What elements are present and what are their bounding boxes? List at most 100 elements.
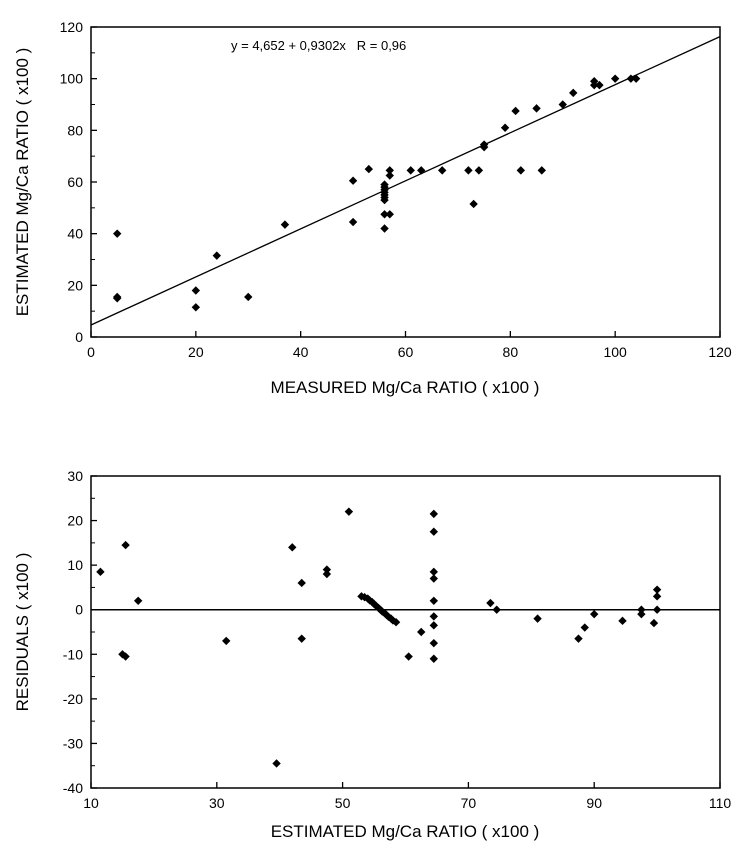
data-point bbox=[532, 104, 541, 113]
y-tick-label: 20 bbox=[67, 513, 83, 529]
data-point bbox=[348, 176, 358, 185]
data-point bbox=[637, 609, 646, 619]
data-point bbox=[469, 199, 478, 209]
y-tick-label: 10 bbox=[67, 557, 83, 573]
data-point bbox=[385, 210, 394, 219]
data-point bbox=[429, 509, 439, 519]
data-point bbox=[580, 623, 589, 632]
data-point bbox=[297, 634, 306, 643]
data-point bbox=[595, 80, 604, 90]
data-point bbox=[533, 614, 542, 623]
data-point bbox=[133, 596, 143, 605]
x-axis-title: MEASURED Mg/Ca RATIO ( x100 ) bbox=[271, 378, 540, 397]
data-point bbox=[429, 567, 439, 577]
data-point bbox=[388, 616, 398, 625]
data-point bbox=[391, 617, 401, 627]
data-point bbox=[516, 166, 526, 175]
data-point bbox=[429, 638, 439, 648]
x-tick-label: 0 bbox=[87, 344, 95, 360]
data-point bbox=[222, 636, 231, 646]
data-point bbox=[631, 74, 641, 83]
y-tick-label: 20 bbox=[67, 277, 83, 293]
data-point bbox=[244, 292, 253, 302]
data-point bbox=[380, 180, 389, 189]
data-point bbox=[288, 543, 297, 552]
data-point bbox=[437, 166, 447, 175]
x-axis-ticks: 0 20 40 60 80 100 120 bbox=[87, 331, 732, 360]
data-point bbox=[113, 229, 122, 238]
data-point bbox=[486, 598, 495, 608]
data-point bbox=[652, 585, 662, 594]
y-tick-label: 100 bbox=[60, 71, 84, 87]
y-tick-label: 0 bbox=[75, 602, 83, 618]
y-axis-title: ESTIMATED Mg/Ca RATIO ( x100 ) bbox=[13, 48, 32, 317]
data-point bbox=[429, 612, 439, 621]
data-point bbox=[280, 220, 290, 229]
data-point bbox=[429, 574, 439, 583]
plot-frame bbox=[90, 475, 721, 789]
data-point bbox=[618, 616, 627, 626]
data-point bbox=[406, 166, 415, 175]
data-point bbox=[113, 294, 122, 303]
x-axis-ticks: 10 30 50 70 90 110 bbox=[83, 782, 731, 811]
data-point bbox=[429, 654, 439, 663]
data-point bbox=[322, 569, 332, 579]
y-tick-label: -30 bbox=[63, 735, 83, 751]
data-point bbox=[191, 303, 201, 312]
y-tick-label: -10 bbox=[63, 646, 83, 662]
data-point bbox=[429, 596, 439, 605]
x-tick-label: 80 bbox=[503, 344, 519, 360]
data-point bbox=[429, 621, 439, 630]
data-point bbox=[322, 565, 332, 574]
y-tick-label: 0 bbox=[75, 329, 83, 345]
data-point bbox=[429, 527, 439, 536]
data-point bbox=[344, 507, 354, 516]
data-point bbox=[537, 166, 546, 175]
x-tick-label: 120 bbox=[708, 344, 732, 360]
y-tick-label: 30 bbox=[67, 468, 83, 484]
y-axis-title: RESIDUALS ( x100 ) bbox=[13, 553, 32, 712]
data-point bbox=[652, 592, 662, 601]
x-tick-label: 60 bbox=[398, 344, 414, 360]
y-tick-label: 60 bbox=[67, 174, 83, 190]
data-point bbox=[364, 164, 374, 174]
y-tick-label: -40 bbox=[63, 780, 83, 796]
data-point bbox=[637, 605, 646, 614]
data-point bbox=[378, 607, 387, 616]
data-point bbox=[96, 567, 105, 577]
x-tick-label: 30 bbox=[209, 795, 225, 811]
x-tick-label: 50 bbox=[335, 795, 351, 811]
data-point bbox=[610, 74, 620, 83]
data-point bbox=[558, 100, 567, 109]
data-point bbox=[464, 166, 473, 175]
regression-line bbox=[90, 36, 721, 326]
regression-equation: y = 4,652 + 0,9302x R = 0,96 bbox=[231, 38, 406, 53]
data-point bbox=[121, 652, 130, 661]
x-tick-label: 70 bbox=[461, 795, 477, 811]
data-point bbox=[626, 74, 636, 83]
data-point bbox=[191, 286, 201, 295]
scatter-chart-residuals: 10 30 50 70 90 110 -40 -30 -20 -10 0 10 20 30 ESTIMA… bbox=[13, 468, 731, 841]
data-point bbox=[380, 210, 389, 219]
data-point bbox=[272, 759, 281, 768]
data-point bbox=[590, 609, 599, 619]
data-point bbox=[417, 627, 426, 637]
data-point bbox=[404, 652, 413, 661]
y-tick-label: 120 bbox=[60, 19, 84, 35]
data-point bbox=[649, 618, 659, 628]
data-point bbox=[500, 123, 510, 132]
x-tick-label: 110 bbox=[709, 795, 732, 811]
data-point bbox=[212, 251, 221, 260]
data-point bbox=[348, 217, 358, 227]
data-point bbox=[121, 540, 130, 550]
x-tick-label: 10 bbox=[83, 795, 99, 811]
plot-frame bbox=[90, 26, 721, 338]
x-tick-label: 100 bbox=[603, 344, 627, 360]
y-tick-label: 80 bbox=[67, 122, 83, 138]
data-point bbox=[385, 166, 394, 175]
x-tick-label: 20 bbox=[188, 344, 204, 360]
data-point bbox=[574, 634, 583, 643]
data-point bbox=[511, 106, 520, 116]
data-point bbox=[380, 224, 389, 233]
